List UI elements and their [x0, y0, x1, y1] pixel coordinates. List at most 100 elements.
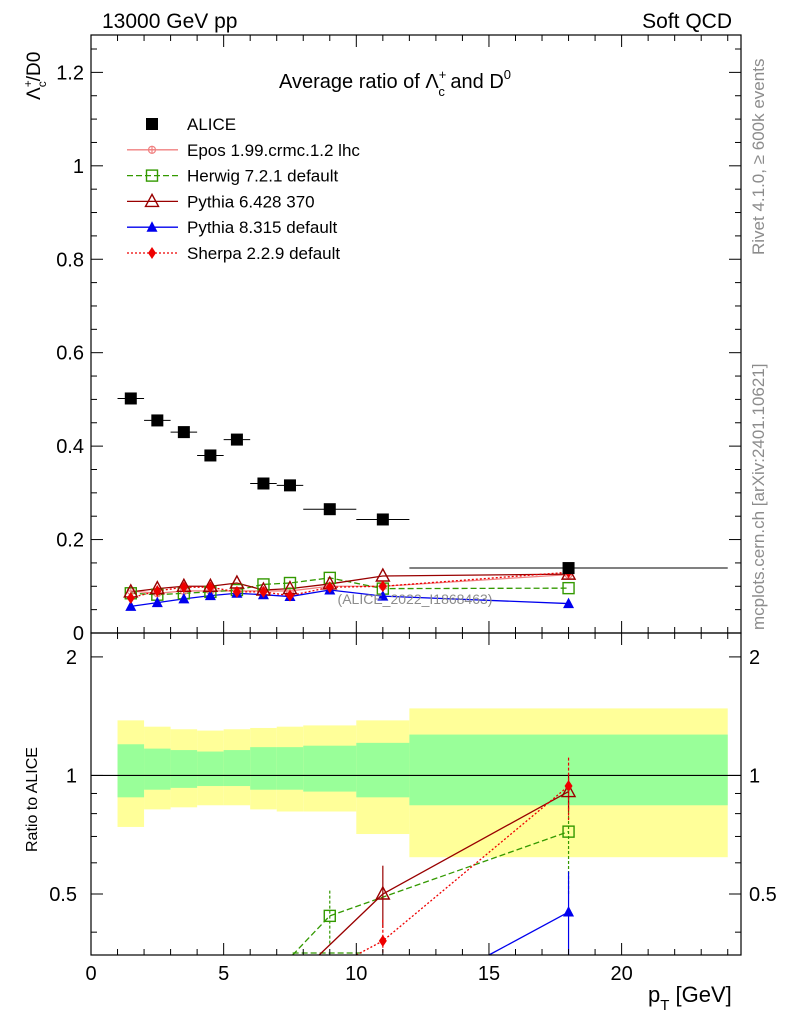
legend-pythia6-label: Pythia 6.428 370 — [187, 192, 315, 211]
legend-item-data: ALICE — [146, 115, 236, 134]
main-herwig-point — [562, 581, 575, 595]
ratio-herwig-point-shape — [562, 825, 575, 838]
legend: ALICE Epos 1.99.crmc.1.2 lhc Herwig 7.2.1 … — [127, 115, 360, 263]
main-pythia8-point-shape — [151, 596, 163, 608]
ylabel-lambda: Λ — [24, 87, 45, 100]
title-prefix: Average ratio of — [279, 71, 425, 93]
main-ytick-zero: 0 — [73, 623, 84, 645]
ratio-pythia6-point-shape — [560, 783, 577, 798]
ratio-pythia6-point-shape — [375, 885, 391, 900]
ratio-panel: 0.5 0.51 12 20 5 10 15 20 Ratio to ALICE pT [Ge… — [24, 632, 777, 1014]
xlabel-rest: [GeV] — [669, 982, 731, 1007]
ratio-band-inner — [170, 750, 198, 788]
main-sherpa-point-shape — [153, 584, 162, 597]
alice-point-shape — [283, 479, 296, 492]
main-plot-marks — [117, 392, 728, 611]
main-ytick-label: 0.4 — [56, 436, 84, 458]
ratio-sherpa-point-shape — [378, 934, 387, 947]
main-title: Average ratio of Λ+ c and D0 — [279, 67, 511, 99]
main-pythia6-point — [375, 567, 391, 582]
title-sup2: 0 — [504, 67, 511, 82]
ratio-band-inner — [303, 745, 357, 792]
legend-item-sherpa: Sherpa 2.2.9 default — [127, 244, 340, 263]
alice-point-shape — [562, 562, 575, 575]
ylabel-sub: c — [35, 81, 49, 87]
ratio-pythia6-point — [560, 783, 577, 798]
ratio-xlabel: pT [GeV] — [648, 982, 732, 1014]
main-sherpa-point-shape — [232, 585, 241, 598]
category-label: Soft QCD — [642, 10, 732, 33]
legend-pythia8-marker-shape — [146, 221, 158, 232]
ratio-pythia8-line — [488, 911, 569, 956]
main-ylabel: Λ+c/D0 — [21, 52, 49, 100]
main-ytick-label: 0.6 — [56, 343, 84, 365]
ratio-ytick-label-right: 2 — [749, 647, 760, 669]
main-sherpa-point-shape — [126, 591, 135, 604]
alice-point — [562, 562, 575, 575]
ylabel-rest: /D0 — [24, 52, 45, 82]
alice-point-shape — [230, 433, 243, 446]
ratio-axes: 0.5 0.51 12 20 5 10 15 20 — [49, 633, 777, 985]
legend-pythia8-marker — [146, 221, 158, 232]
alice-point-shape — [204, 449, 217, 462]
legend-pythia8-label: Pythia 8.315 default — [187, 218, 338, 237]
alice-point — [151, 414, 164, 427]
main-sherpa-point — [378, 580, 387, 593]
main-herwig-point-shape — [562, 581, 575, 595]
legend-item-epos: Epos 1.99.crmc.1.2 lhc — [127, 141, 360, 160]
main-herwig-line — [130, 577, 569, 596]
ratio-band-inner — [250, 747, 277, 790]
main-sherpa-point — [179, 581, 188, 594]
main-ytick-label: 0.2 — [56, 530, 84, 552]
legend-sherpa-marker-shape — [148, 247, 156, 259]
ratio-band-inner — [197, 751, 224, 787]
main-pythia8-point — [377, 590, 389, 601]
ratio-herwig-point — [562, 825, 575, 838]
main-pythia6-line — [130, 573, 569, 593]
alice-point-shape — [323, 503, 336, 516]
legend-herwig-marker-shape — [145, 169, 159, 182]
rivet-label: Rivet 4.1.0, ≥ 600k events — [749, 59, 768, 255]
title-mid: and D — [445, 71, 504, 93]
mcplots-label: mcplots.cern.ch [arXiv:2401.10621] — [749, 364, 768, 630]
alice-point — [230, 433, 243, 446]
main-ytick-label: 1 — [73, 156, 84, 178]
legend-data-label: ALICE — [187, 115, 236, 134]
main-sherpa-point — [325, 581, 334, 594]
main-herwig-point-shape — [283, 576, 297, 590]
main-ytick-label: 0.8 — [56, 249, 84, 271]
main-sherpa-point-shape — [378, 580, 387, 593]
main-pythia8-point-shape — [125, 600, 137, 611]
main-sherpa-point-shape — [325, 581, 334, 594]
ratio-plot-frame — [90, 632, 742, 956]
legend-epos-marker — [147, 145, 157, 154]
main-ytick-label: 1.2 — [56, 62, 84, 84]
legend-sherpa-label: Sherpa 2.2.9 default — [187, 244, 340, 263]
legend-sherpa-marker — [148, 247, 156, 259]
energy-label: 13000 GeV pp — [102, 10, 237, 33]
main-herwig-point — [283, 576, 297, 590]
ratio-sherpa-point — [378, 934, 387, 947]
main-sherpa-point — [285, 589, 294, 602]
ratio-pythia8-point-shape — [563, 906, 575, 917]
legend-data-marker-shape — [146, 118, 158, 130]
main-axes: 0.2 0.4 0.6 0.8 1 1.2 0 — [56, 35, 741, 645]
main-pythia6-point-shape — [375, 567, 391, 582]
title-sup: + — [439, 67, 447, 82]
ratio-pythia8-point — [563, 906, 575, 917]
alice-point — [204, 449, 217, 462]
alice-point-shape — [151, 414, 164, 427]
main-pythia8-line — [130, 589, 569, 608]
ratio-sherpa-point — [564, 780, 573, 793]
ratio-ylabel: Ratio to ALICE — [24, 747, 41, 852]
main-pythia8-point — [125, 600, 137, 611]
ratio-ytick-label-right: 0.5 — [749, 884, 777, 906]
ratio-plot-marks — [91, 708, 741, 956]
xlabel-sub: T — [660, 997, 669, 1014]
title-sub: c — [438, 84, 445, 99]
ratio-ytick-label-left: 0.5 — [49, 884, 77, 906]
main-sherpa-point — [232, 585, 241, 598]
main-pythia8-point — [563, 597, 575, 609]
ratio-ytick-label-left: 1 — [66, 765, 77, 787]
